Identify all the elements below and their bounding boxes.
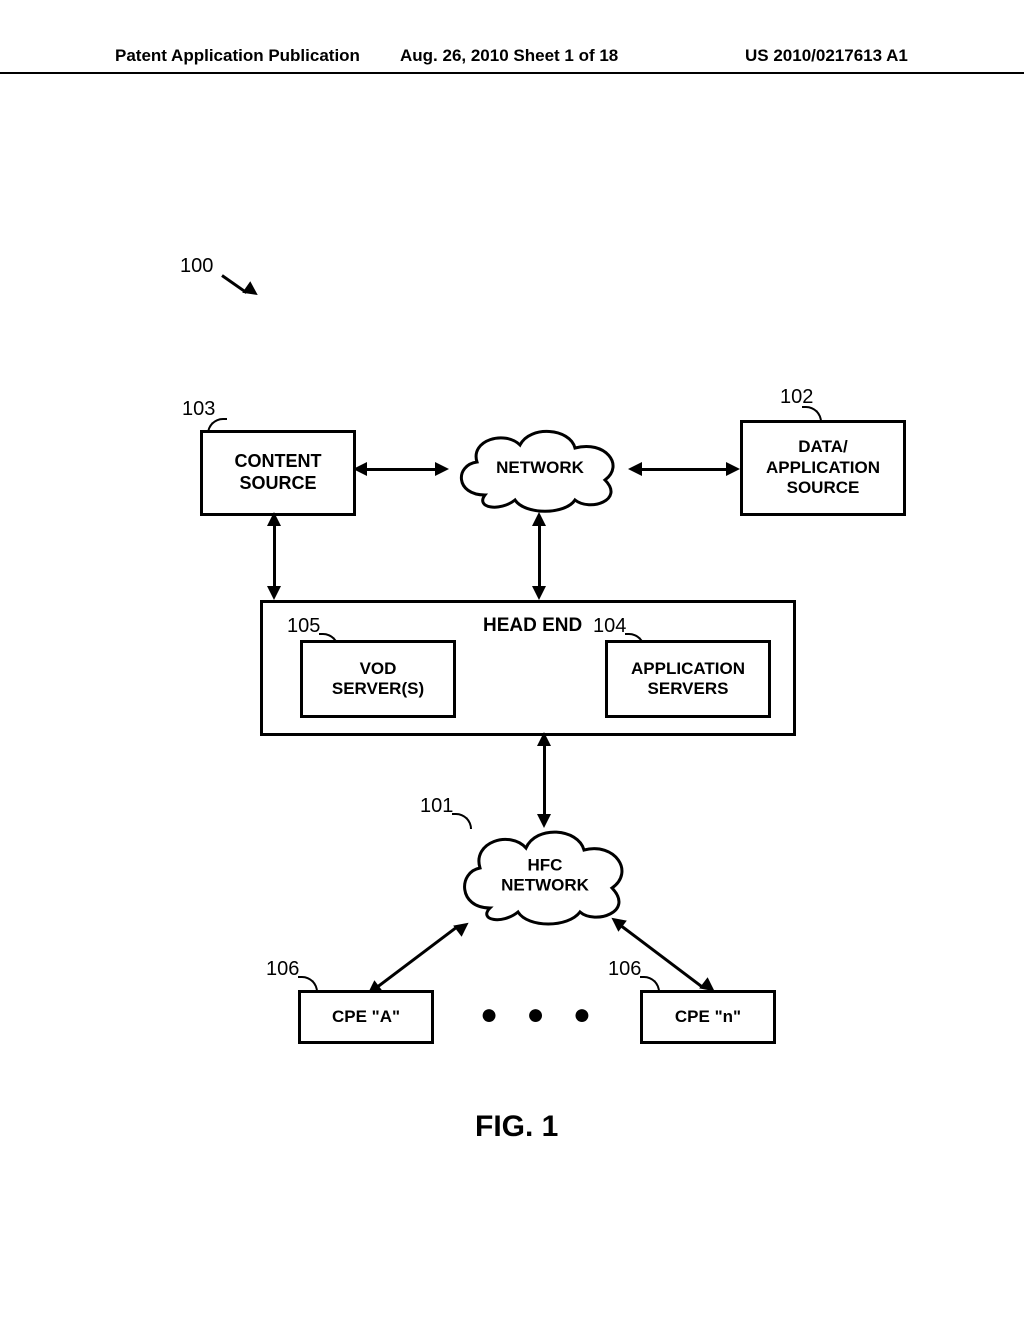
ref-101: 101 [420, 795, 453, 818]
node-cpe-a: CPE "A" [298, 990, 434, 1044]
app-servers-label: APPLICATION SERVERS [631, 659, 745, 700]
figure-caption: FIG. 1 [475, 1110, 558, 1144]
arrow-cs-he-head-u-icon [267, 512, 281, 526]
ref-105: 105 [287, 615, 320, 638]
arrow-cs-net-head-l-icon [353, 462, 367, 476]
hfc-label: HFC NETWORK [450, 855, 640, 894]
node-vod-servers: VOD SERVER(S) [300, 640, 456, 718]
node-app-servers: APPLICATION SERVERS [605, 640, 771, 718]
headend-title: HEAD END [483, 615, 582, 637]
arrow-cs-net [365, 468, 437, 471]
data-app-source-label: DATA/ APPLICATION SOURCE [766, 437, 880, 498]
node-data-app-source: DATA/ APPLICATION SOURCE [740, 420, 906, 516]
ref-100: 100 [180, 255, 213, 278]
ref-104: 104 [593, 615, 626, 638]
arrow-net-he-head-u-icon [532, 512, 546, 526]
arrow-net-he-head-d-icon [532, 586, 546, 600]
ref-106a: 106 [266, 958, 299, 981]
ref-106b: 106 [608, 958, 641, 981]
ref-100-arrowhead-icon [242, 281, 261, 300]
cpe-a-label: CPE "A" [332, 1007, 400, 1027]
arrow-cs-he-head-d-icon [267, 586, 281, 600]
node-cpe-n: CPE "n" [640, 990, 776, 1044]
arrow-cs-he [273, 524, 276, 588]
node-content-source: CONTENT SOURCE [200, 430, 356, 516]
network-label: NETWORK [445, 458, 635, 478]
arrow-he-hfc [543, 744, 546, 816]
page: Patent Application Publication Aug. 26, … [0, 0, 1024, 1320]
node-network-cloud: NETWORK [445, 420, 635, 515]
arrow-net-das [640, 468, 728, 471]
ref-103: 103 [182, 398, 215, 421]
arrow-hfc-cpea [377, 925, 459, 988]
arrow-cs-net-head-r-icon [435, 462, 449, 476]
content-source-label: CONTENT SOURCE [235, 451, 322, 494]
node-hfc-cloud: HFC NETWORK [450, 820, 640, 930]
diagram-canvas: 100 103 102 CONTENT SOURCE DATA/ APPLICA… [0, 0, 1024, 1320]
cpe-n-label: CPE "n" [675, 1007, 741, 1027]
arrow-net-das-head-r-icon [726, 462, 740, 476]
vod-label: VOD SERVER(S) [332, 659, 424, 700]
ellipsis-icon: ● ● ● [480, 998, 601, 1032]
arrow-he-hfc-head-u-icon [537, 732, 551, 746]
arrow-net-he [538, 524, 541, 588]
arrow-net-das-head-l-icon [628, 462, 642, 476]
